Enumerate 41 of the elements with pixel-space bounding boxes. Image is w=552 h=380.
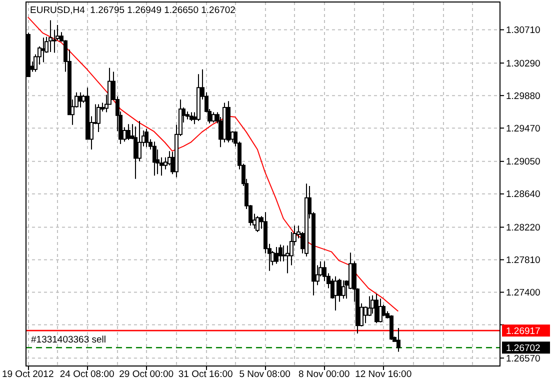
candlestick [368, 296, 372, 317]
candlestick [334, 276, 338, 311]
x-tick-label: 12 Nov 16:00 [355, 369, 412, 380]
y-tick-label: 1.26570 [506, 353, 540, 364]
candlestick [274, 246, 278, 264]
line-series [27, 16, 399, 312]
candlestick [342, 280, 346, 300]
candlestick [96, 104, 100, 133]
candlestick [152, 141, 156, 176]
x-tick-label: 8 Nov 00:00 [298, 369, 350, 380]
y-tick-label: 1.28220 [506, 222, 540, 234]
candlestick [278, 244, 282, 262]
text: 1.26702 [506, 342, 540, 354]
candlestick [144, 128, 148, 148]
x-tick-label: 5 Nov 08:00 [239, 369, 290, 380]
candlestick [256, 216, 260, 232]
candlestick [286, 244, 290, 274]
y-tick-label: 1.29470 [506, 123, 540, 134]
candlestick [52, 29, 56, 54]
y-tick-label: 1.30290 [506, 58, 540, 70]
candlestick [390, 314, 394, 340]
candlestick [126, 124, 130, 140]
chart-title: EURUSD,H4 1.26795 1.26949 1.26650 1.26702 [30, 5, 236, 16]
x-tick-label: 31 Oct 16:00 [178, 369, 233, 380]
text: 1.26917 [506, 326, 540, 337]
candlestick [212, 112, 216, 124]
x-tick-label: 24 Oct 08:00 [60, 369, 114, 380]
candlestick [48, 20, 52, 52]
y-tick-label: 1.29880 [506, 90, 540, 102]
candlestick [374, 293, 378, 324]
x-tick-label: 29 Oct 00:00 [119, 369, 174, 380]
y-tick-label: 1.29050 [506, 156, 540, 168]
ref-line-label: #1331403363 sell [31, 334, 106, 346]
y-tick-label: 1.27810 [506, 255, 540, 266]
y-tick-label: 1.27400 [506, 288, 540, 299]
candlestick [138, 120, 142, 162]
candlestick [282, 244, 286, 262]
y-tick-label: 1.28640 [506, 189, 540, 200]
candlestick [396, 328, 400, 352]
y-tick-label: 1.30710 [506, 25, 540, 36]
x-tick-label: 19 Oct 2012 [2, 369, 54, 380]
